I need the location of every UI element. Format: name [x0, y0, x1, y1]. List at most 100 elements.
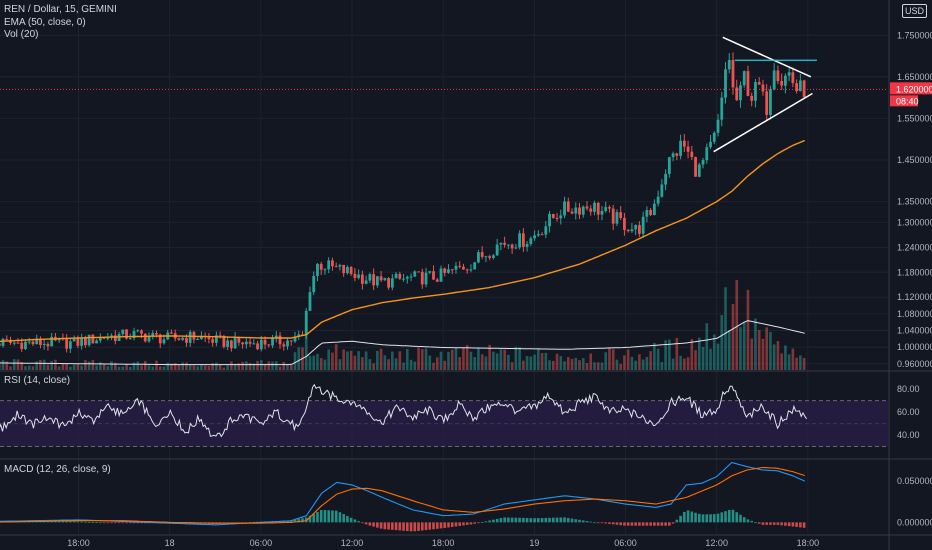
volume-bar — [383, 355, 387, 370]
volume-ma-line — [0, 320, 805, 366]
volume-bar — [424, 348, 428, 370]
volume-bar — [312, 355, 316, 370]
macd-histogram-bar — [559, 517, 563, 523]
candle-body — [68, 341, 72, 349]
candle-body — [709, 141, 712, 148]
volume-bar — [787, 354, 791, 370]
time-tick-label: 18:00 — [797, 538, 820, 548]
macd-histogram-bar — [776, 522, 780, 525]
candle-body — [716, 119, 720, 133]
macd-histogram-bar — [548, 517, 551, 523]
candle-body — [207, 337, 211, 340]
macd-histogram-bar — [716, 513, 720, 523]
rsi-band — [0, 400, 888, 447]
time-tick-label: 06:00 — [614, 538, 637, 548]
macd-histogram-bar — [364, 522, 368, 525]
candle-body — [458, 265, 462, 267]
volume-bar — [132, 362, 136, 370]
volume-bar — [757, 330, 761, 370]
volume-bar — [480, 354, 484, 370]
candle-body — [581, 206, 585, 215]
macd-histogram-bar — [349, 517, 353, 523]
macd-histogram-bar — [102, 522, 106, 524]
volume-bar — [469, 351, 473, 370]
macd-line — [0, 461, 806, 526]
macd-histogram-bar — [99, 522, 102, 524]
volume-bar — [735, 280, 739, 370]
volume-bar — [791, 348, 795, 370]
candle-body — [76, 337, 80, 346]
volume-bar — [342, 349, 345, 370]
macd-histogram-bar — [462, 522, 465, 526]
candle-body — [769, 89, 772, 115]
macd-histogram-bar — [293, 519, 297, 523]
rsi-legend[interactable]: RSI (14, close) — [4, 375, 71, 386]
volume-bar — [495, 353, 499, 370]
macd-histogram-bar — [372, 522, 375, 527]
macd-histogram-bar — [739, 514, 742, 523]
macd-legend[interactable]: MACD (12, 26, close, 9) — [4, 464, 111, 475]
candle-body — [649, 209, 653, 216]
macd-histogram-bar — [469, 522, 473, 525]
macd-histogram-bar — [454, 522, 458, 527]
candle-body — [499, 242, 503, 245]
macd-histogram-bar — [488, 520, 491, 523]
macd-histogram-bar — [402, 522, 405, 531]
candle-body — [615, 212, 619, 224]
candle-body — [267, 344, 271, 346]
macd-tick-label: 0.050000 — [897, 476, 932, 486]
macd-histogram-bar — [57, 521, 61, 523]
volume-bar — [409, 359, 413, 370]
candle-body — [529, 238, 533, 244]
candle-body — [428, 271, 432, 273]
macd-histogram-bar — [409, 522, 413, 532]
ema-legend[interactable]: EMA (50, close, 0) — [4, 17, 86, 28]
candle-body — [420, 271, 424, 285]
candle-body — [35, 338, 39, 345]
macd-histogram-bar — [525, 518, 529, 523]
volume-legend[interactable]: Vol (20) — [4, 29, 39, 40]
volume-bar — [406, 348, 409, 370]
candle-body — [634, 225, 638, 230]
candle-body — [95, 340, 98, 344]
volume-bar — [428, 355, 432, 370]
candle-body — [765, 91, 769, 115]
macd-histogram-bar — [95, 522, 98, 523]
volume-bar — [754, 318, 757, 370]
macd-histogram-bar — [761, 522, 765, 525]
candle-body — [128, 338, 132, 340]
volume-bar — [166, 362, 170, 370]
macd-histogram-bar — [110, 522, 113, 524]
macd-histogram-bar — [319, 510, 323, 523]
macd-histogram-bar — [484, 521, 488, 523]
volume-bar — [447, 351, 450, 370]
macd-histogram-bar — [522, 517, 525, 523]
volume-bar — [593, 362, 596, 370]
candle-body — [566, 201, 570, 212]
candle-body — [342, 264, 346, 274]
macd-histogram-bar — [668, 522, 671, 526]
macd-histogram-bar — [780, 522, 783, 526]
volume-bar — [600, 362, 604, 370]
rsi-tick-label: 80.00 — [897, 384, 920, 394]
candle-body — [364, 280, 368, 284]
candle-body — [98, 336, 102, 341]
macd-histogram-bar — [480, 522, 484, 523]
macd-histogram-bar — [705, 514, 709, 523]
candle-body — [679, 140, 682, 156]
candle-body — [136, 330, 140, 332]
candle-body — [791, 72, 795, 84]
ema-line — [0, 139, 806, 343]
volume-bar — [420, 349, 424, 370]
volume-bar — [252, 363, 256, 370]
candle-body — [188, 331, 192, 343]
macd-histogram-bar — [686, 510, 690, 523]
macd-histogram-bar — [742, 517, 746, 523]
volume-bar — [589, 353, 593, 370]
macd-histogram-bar — [106, 522, 110, 524]
candle-body — [667, 157, 671, 174]
currency-badge[interactable]: USD — [902, 4, 928, 18]
volume-bar — [608, 347, 611, 370]
symbol-legend[interactable]: REN / Dollar, 15, GEMINI — [4, 4, 117, 15]
